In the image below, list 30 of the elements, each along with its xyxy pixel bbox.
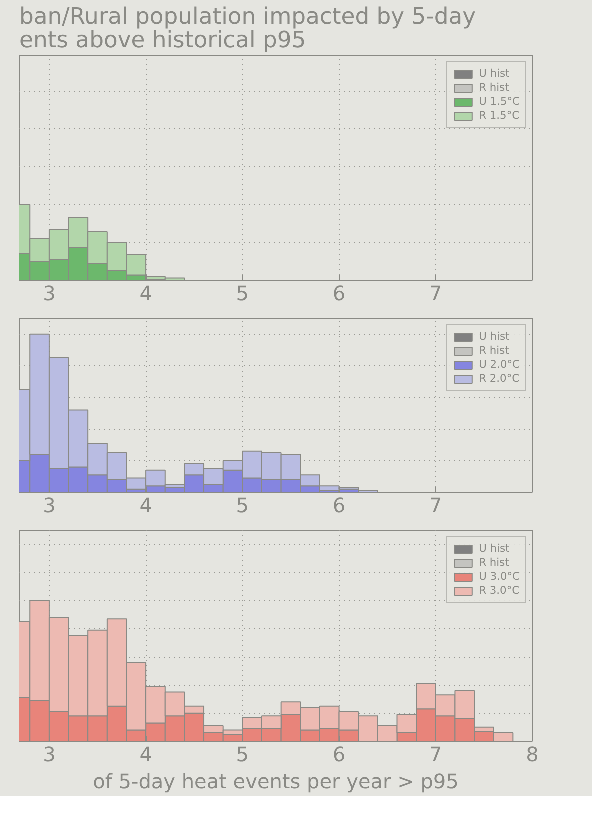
x-tick-label: 6 <box>332 494 346 518</box>
x-tick-label: 8 <box>526 742 539 766</box>
legend-label: U hist <box>479 542 510 555</box>
x-tick-label: 3 <box>43 742 56 766</box>
x-tick-label: 7 <box>430 494 442 518</box>
legend-label: U hist <box>479 67 510 80</box>
x-axis-title: of 5-day heat events per year > p95 <box>93 770 459 794</box>
legend-label: R hist <box>479 81 510 94</box>
legend-label: R hist <box>479 556 510 569</box>
legend-label: U 3.0°C <box>479 570 520 583</box>
x-tick-label: 4 <box>140 282 152 306</box>
x-tick-label: 6 <box>332 282 346 306</box>
legend-label: R 2.0°C <box>479 372 520 385</box>
legend-label: R 3.0°C <box>479 584 520 597</box>
x-tick-label: 3 <box>43 282 56 306</box>
x-tick-label: 6 <box>332 742 346 766</box>
x-tick-label: 4 <box>140 742 152 766</box>
x-tick-label: 7 <box>430 742 442 766</box>
x-tick-label: 5 <box>236 494 250 518</box>
x-tick-label: 4 <box>140 494 152 518</box>
legend-label: R 1.5°C <box>479 109 520 122</box>
x-tick-label: 3 <box>43 494 56 518</box>
legend-label: U 1.5°C <box>479 95 520 108</box>
chart-title: ban/Rural population impacted by 5-day ents above historical p95 <box>20 4 476 54</box>
legend-label: U 2.0°C <box>479 358 520 371</box>
legend-label: U hist <box>479 330 510 343</box>
x-tick-label: 7 <box>430 282 442 306</box>
legend-label: R hist <box>479 344 510 357</box>
x-tick-label: 5 <box>236 742 250 766</box>
x-tick-label: 5 <box>236 282 250 306</box>
